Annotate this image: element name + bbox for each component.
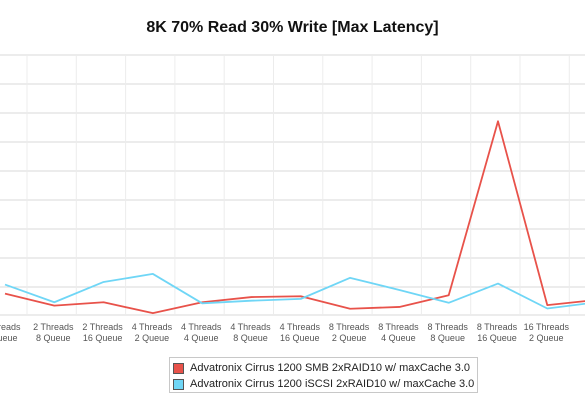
- legend-swatch-smb: [173, 362, 184, 374]
- x-tick-label: 16 Threads 2 Queue: [524, 322, 570, 343]
- x-tick-label: 8 Threads 8 Queue: [428, 322, 469, 343]
- x-tick-label: 4 Threads 4 Queue: [181, 322, 222, 343]
- x-tick-label: 4 Threads 8 Queue: [230, 322, 271, 343]
- x-tick-label: 8 Threads 16 Queue: [477, 322, 518, 343]
- x-tick-label: 8 Threads 2 Queue: [329, 322, 370, 343]
- legend-item-iscsi[interactable]: Advatronix Cirrus 1200 iSCSI 2xRAID10 w/…: [173, 376, 477, 392]
- series-line-smb: [4, 120, 585, 315]
- legend: Advatronix Cirrus 1200 SMB 2xRAID10 w/ m…: [169, 357, 478, 393]
- x-tick-label: ThreadsQueue: [0, 322, 21, 343]
- x-tick-label: 2 Threads 8 Queue: [33, 322, 74, 343]
- x-tick-label: 2 Threads 16 Queue: [82, 322, 123, 343]
- legend-swatch-iscsi: [173, 378, 184, 390]
- legend-item-smb[interactable]: Advatronix Cirrus 1200 SMB 2xRAID10 w/ m…: [173, 360, 477, 376]
- chart-title: 8K 70% Read 30% Write [Max Latency]: [146, 19, 439, 36]
- series-line-iscsi: [4, 273, 585, 310]
- x-tick-label: 4 Threads 16 Queue: [280, 322, 321, 343]
- legend-label-iscsi: Advatronix Cirrus 1200 iSCSI 2xRAID10 w/…: [190, 378, 475, 390]
- x-tick-label: 4 Threads 2 Queue: [132, 322, 173, 343]
- x-tick-label: 8 Threads 4 Queue: [378, 322, 419, 343]
- legend-label-smb: Advatronix Cirrus 1200 SMB 2xRAID10 w/ m…: [190, 362, 471, 374]
